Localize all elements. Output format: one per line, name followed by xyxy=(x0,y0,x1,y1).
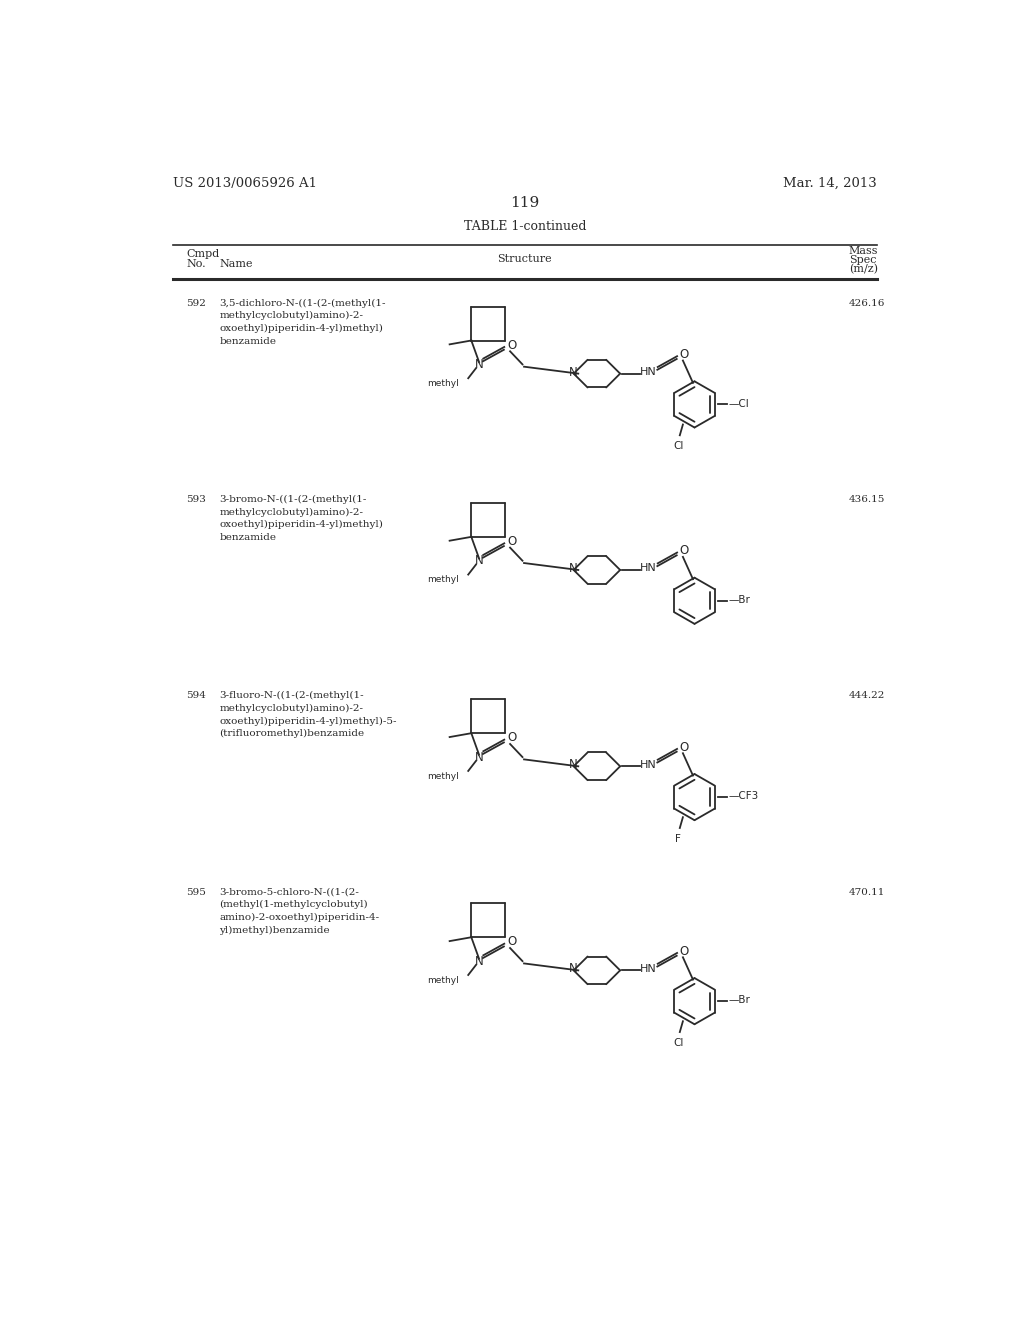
Text: 3-bromo-5-chloro-N-((1-(2-
(methyl(1-methylcyclobutyl)
amino)-2-oxoethyl)piperid: 3-bromo-5-chloro-N-((1-(2- (methyl(1-met… xyxy=(219,887,380,935)
Text: 594: 594 xyxy=(186,692,206,700)
Text: Spec: Spec xyxy=(849,255,877,265)
Text: O: O xyxy=(508,535,517,548)
Text: N: N xyxy=(569,366,578,379)
Text: 592: 592 xyxy=(186,298,206,308)
Text: No.: No. xyxy=(186,259,206,269)
Text: Cl: Cl xyxy=(673,1039,683,1048)
Text: HN: HN xyxy=(640,564,656,573)
Text: F: F xyxy=(675,834,681,845)
Text: HN: HN xyxy=(640,760,656,770)
Text: N: N xyxy=(475,751,483,763)
Text: Name: Name xyxy=(219,259,253,269)
Text: 470.11: 470.11 xyxy=(849,887,885,896)
Text: HN: HN xyxy=(640,367,656,378)
Text: Mass: Mass xyxy=(849,246,879,256)
Text: N: N xyxy=(569,562,578,576)
Text: TABLE 1-continued: TABLE 1-continued xyxy=(464,219,586,232)
Text: O: O xyxy=(680,741,689,754)
Text: methyl: methyl xyxy=(427,975,459,985)
Text: 595: 595 xyxy=(186,887,206,896)
Text: N: N xyxy=(475,954,483,968)
Text: 3-fluoro-N-((1-(2-(methyl(1-
methylcyclobutyl)amino)-2-
oxoethyl)piperidin-4-yl): 3-fluoro-N-((1-(2-(methyl(1- methylcyclo… xyxy=(219,692,397,738)
Text: O: O xyxy=(508,731,517,744)
Text: Cmpd: Cmpd xyxy=(186,249,219,259)
Text: O: O xyxy=(508,936,517,948)
Text: 3-bromo-N-((1-(2-(methyl(1-
methylcyclobutyl)amino)-2-
oxoethyl)piperidin-4-yl)m: 3-bromo-N-((1-(2-(methyl(1- methylcyclob… xyxy=(219,495,383,543)
Text: O: O xyxy=(508,339,517,351)
Text: Mar. 14, 2013: Mar. 14, 2013 xyxy=(783,177,877,190)
Text: —Br: —Br xyxy=(729,995,751,1006)
Text: Structure: Structure xyxy=(498,253,552,264)
Text: methyl: methyl xyxy=(427,772,459,781)
Text: N: N xyxy=(475,554,483,568)
Text: 593: 593 xyxy=(186,495,206,504)
Text: 426.16: 426.16 xyxy=(849,298,885,308)
Text: Cl: Cl xyxy=(673,441,683,451)
Text: N: N xyxy=(475,358,483,371)
Text: N: N xyxy=(569,962,578,975)
Text: O: O xyxy=(680,945,689,957)
Text: O: O xyxy=(680,348,689,360)
Text: methyl: methyl xyxy=(427,379,459,388)
Text: N: N xyxy=(569,758,578,771)
Text: —Cl: —Cl xyxy=(729,399,750,409)
Text: methyl: methyl xyxy=(427,576,459,585)
Text: (m/z): (m/z) xyxy=(849,264,878,275)
Text: 436.15: 436.15 xyxy=(849,495,885,504)
Text: —CF3: —CF3 xyxy=(729,792,759,801)
Text: US 2013/0065926 A1: US 2013/0065926 A1 xyxy=(173,177,317,190)
Text: O: O xyxy=(680,544,689,557)
Text: —Br: —Br xyxy=(729,595,751,605)
Text: 444.22: 444.22 xyxy=(849,692,885,700)
Text: 119: 119 xyxy=(510,197,540,210)
Text: HN: HN xyxy=(640,964,656,974)
Text: 3,5-dichloro-N-((1-(2-(methyl(1-
methylcyclobutyl)amino)-2-
oxoethyl)piperidin-4: 3,5-dichloro-N-((1-(2-(methyl(1- methylc… xyxy=(219,298,386,346)
